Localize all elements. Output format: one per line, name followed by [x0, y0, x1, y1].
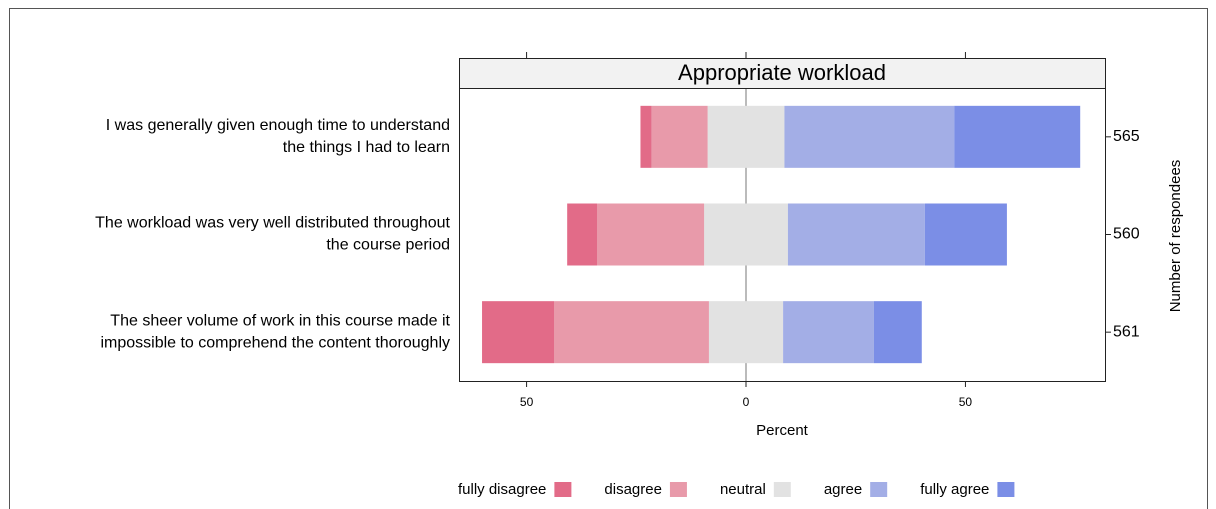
legend-swatch: [669, 482, 687, 497]
y2-tick-label: 561: [1113, 323, 1140, 340]
legend-label: neutral: [720, 481, 766, 498]
bar-segment: [704, 203, 788, 266]
y2-axis-label: Number of respondees: [1167, 160, 1184, 313]
bar-segment: [554, 301, 709, 364]
legend-label: fully agree: [920, 481, 989, 498]
bar-segment: [954, 105, 1081, 168]
legend-swatch: [773, 482, 791, 497]
bar-segment: [597, 203, 705, 266]
bar-segment: [784, 105, 955, 168]
bar-segment: [924, 203, 1007, 266]
category-label: the course period: [326, 237, 450, 254]
bar-segment: [482, 301, 555, 364]
bar-segment: [651, 105, 708, 168]
y2-tick-label: 560: [1113, 226, 1140, 243]
legend-swatch: [997, 482, 1015, 497]
x-tick-label: 50: [520, 395, 534, 409]
category-label: The sheer volume of work in this course …: [110, 312, 450, 329]
bar-segment: [707, 105, 785, 168]
bar-segment: [787, 203, 925, 266]
legend-swatch: [870, 482, 888, 497]
legend-label: fully disagree: [458, 481, 546, 498]
x-tick-label: 0: [743, 395, 750, 409]
category-label: the things I had to learn: [283, 139, 450, 156]
x-tick-label: 50: [959, 395, 973, 409]
legend-label: disagree: [604, 481, 662, 498]
x-axis-label: Percent: [756, 422, 809, 439]
bar-segment: [640, 105, 652, 168]
y2-tick-label: 565: [1113, 128, 1140, 145]
chart-title: Appropriate workload: [678, 60, 886, 85]
legend-label: agree: [824, 481, 862, 498]
bar-segment: [783, 301, 874, 364]
frame: [9, 8, 1208, 509]
category-label: impossible to comprehend the content tho…: [100, 334, 450, 351]
bar-segment: [567, 203, 598, 266]
bar-segment: [873, 301, 922, 364]
category-label: I was generally given enough time to und…: [106, 117, 450, 134]
legend-swatch: [554, 482, 572, 497]
bar-segment: [708, 301, 784, 364]
category-label: The workload was very well distributed t…: [95, 215, 450, 232]
